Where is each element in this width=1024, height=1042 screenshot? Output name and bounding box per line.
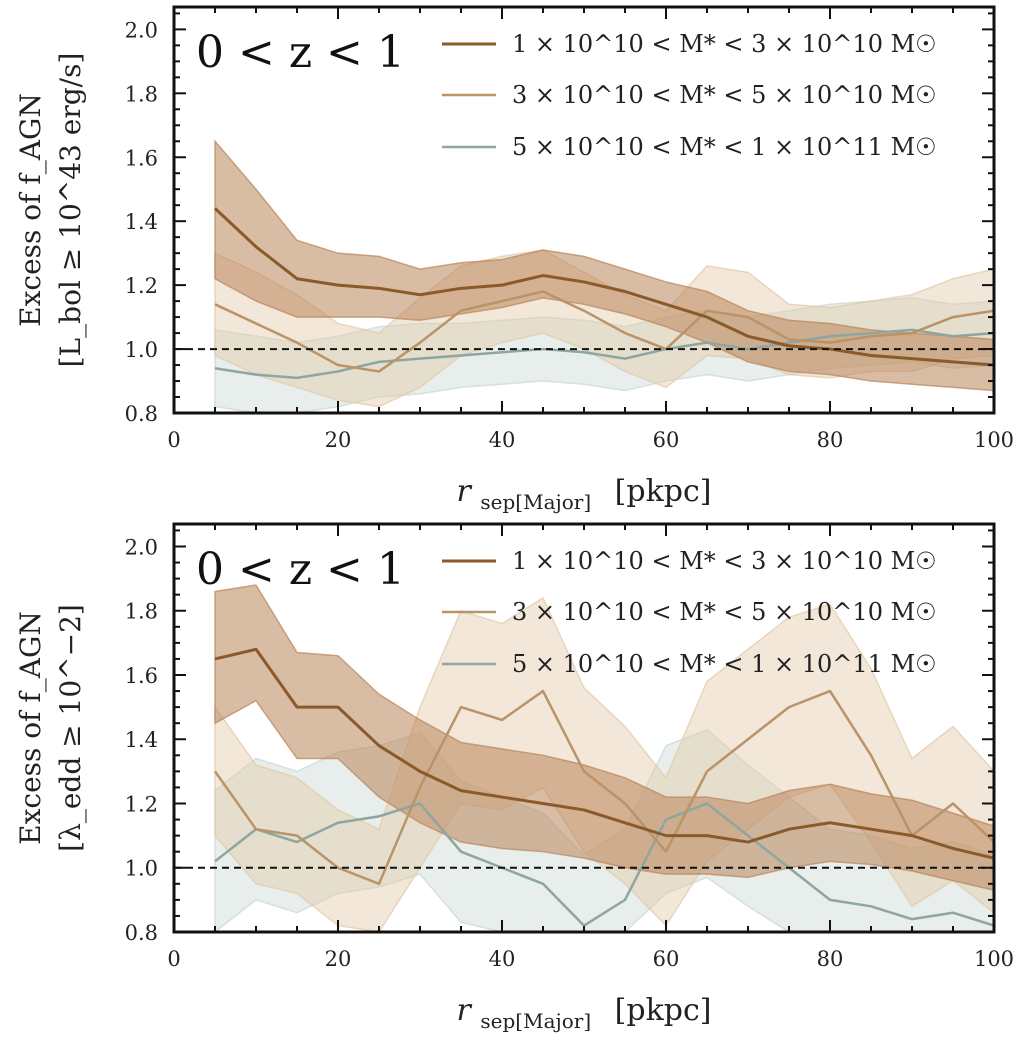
panel-label: 0 < z < 1 <box>196 27 405 78</box>
line-series-2 <box>214 328 994 380</box>
x-tick-label: 60 <box>653 428 680 452</box>
line-series-0 <box>214 647 994 860</box>
y-tick-labels: 0.8 1.0 1.2 1.4 1.6 1.8 2.0 <box>125 18 158 426</box>
x-axis-title-main: r <box>457 993 473 1028</box>
line-series-1 <box>213 689 994 886</box>
legend: 1 × 10^10 < M* < 3 × 10^10 M☉ 3 × 10^10 … <box>442 30 937 161</box>
series-lines <box>213 207 994 380</box>
line-series-1 <box>214 290 994 373</box>
plot-frame <box>172 5 996 415</box>
y-tick-label: 0.8 <box>125 921 158 945</box>
panel-top: 0 20 40 60 80 100 0.8 1.0 1.2 1.4 1.6 1.8 2.0 0 < z… <box>14 5 1014 517</box>
y-tick-label: 1.0 <box>125 857 158 881</box>
y-tick-label: 1.4 <box>125 728 158 752</box>
line-series-2 <box>214 802 994 927</box>
legend: 1 × 10^10 < M* < 3 × 10^10 M☉ 3 × 10^10 … <box>442 547 937 678</box>
y-tick-label: 1.0 <box>125 338 158 362</box>
x-tick-label: 60 <box>653 947 680 971</box>
x-tick-label: 20 <box>325 947 352 971</box>
series-lines <box>213 647 994 927</box>
plot-frame <box>172 522 996 934</box>
legend-label-mid-mass: 3 × 10^10 < M* < 5 × 10^10 M☉ <box>512 81 937 109</box>
x-tick-label: 100 <box>974 428 1014 452</box>
x-axis-title-sub: sep[Major] <box>480 1009 591 1033</box>
x-tick-label: 0 <box>167 428 180 452</box>
x-axis-title: r sep[Major] [pkpc] <box>457 474 712 517</box>
y-tick-label: 1.4 <box>125 210 158 234</box>
panel-bottom: 0 20 40 60 80 100 0.8 1.0 1.2 1.4 1.6 1.8 2.0 0 < z… <box>14 522 1014 1036</box>
x-tick-label: 20 <box>325 428 352 452</box>
x-axis-title-unit: [pkpc] <box>615 474 712 509</box>
y-axis-title-line1: Excess of f_AGN <box>14 93 47 327</box>
x-tick-label: 40 <box>489 428 516 452</box>
panel-label: 0 < z < 1 <box>196 544 405 595</box>
legend-label-low-mass: 1 × 10^10 < M* < 3 × 10^10 M☉ <box>512 547 937 575</box>
y-tick-labels: 0.8 1.0 1.2 1.4 1.6 1.8 2.0 <box>125 535 158 945</box>
x-tick-label: 0 <box>167 947 180 971</box>
y-tick-label: 1.6 <box>125 664 158 688</box>
y-axis-title-line2: [L_bol ≥ 10^43 erg/s] <box>54 53 87 368</box>
y-tick-label: 1.6 <box>125 146 158 170</box>
legend-label-low-mass: 1 × 10^10 < M* < 3 × 10^10 M☉ <box>512 30 937 58</box>
y-tick-label: 1.2 <box>125 792 158 816</box>
x-axis-title-sub: sep[Major] <box>480 490 591 514</box>
y-tick-label: 2.0 <box>125 18 158 42</box>
confidence-bands <box>214 584 994 932</box>
legend-label-high-mass: 5 × 10^10 < M* < 1 × 10^11 M☉ <box>512 133 937 161</box>
x-tick-label: 80 <box>817 428 844 452</box>
x-tick-label: 40 <box>489 947 516 971</box>
y-axis-title-line1: Excess of f_AGN <box>14 611 47 845</box>
x-tick-label: 80 <box>817 947 844 971</box>
band-series-0 <box>214 139 994 392</box>
line-series-0 <box>213 207 994 367</box>
x-axis-title-unit: [pkpc] <box>615 993 712 1028</box>
x-tick-labels: 0 20 40 60 80 100 <box>167 947 1014 971</box>
y-tick-label: 1.8 <box>125 82 158 106</box>
y-axis-title-line2: [λ_edd ≥ 10^−2] <box>54 604 87 852</box>
legend-label-mid-mass: 3 × 10^10 < M* < 5 × 10^10 M☉ <box>512 598 937 626</box>
y-tick-label: 2.0 <box>125 535 158 559</box>
y-tick-label: 1.8 <box>125 600 158 624</box>
y-tick-label: 1.2 <box>125 274 158 298</box>
x-tick-label: 100 <box>974 947 1014 971</box>
x-tick-labels: 0 20 40 60 80 100 <box>167 428 1014 452</box>
legend-label-high-mass: 5 × 10^10 < M* < 1 × 10^11 M☉ <box>512 650 937 678</box>
x-axis-title: r sep[Major] [pkpc] <box>457 993 712 1036</box>
y-tick-label: 0.8 <box>125 402 158 426</box>
x-axis-title-main: r <box>457 474 473 509</box>
